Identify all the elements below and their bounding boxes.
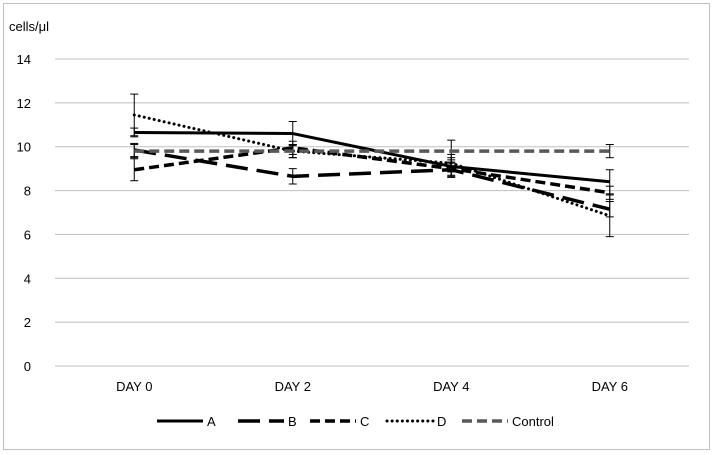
legend-label: A — [207, 414, 216, 429]
legend-item-a: A — [157, 414, 216, 429]
legend-item-control: Control — [462, 414, 554, 429]
error-bars — [130, 93, 614, 238]
legend-item-c: C — [310, 414, 369, 429]
error-bar — [605, 144, 614, 159]
y-tick-label: 14 — [17, 52, 31, 67]
series-line-a — [134, 130, 610, 184]
legend-item-b: B — [238, 414, 297, 429]
series-line-d — [132, 113, 612, 218]
legend: A B C D Control — [157, 414, 554, 429]
x-tick-label: DAY 0 — [116, 379, 152, 394]
chart-frame — [3, 3, 710, 450]
legend-label: B — [288, 414, 297, 429]
x-tick-label: DAY 2 — [275, 379, 311, 394]
error-bar — [605, 194, 614, 238]
series-lines — [132, 113, 612, 218]
y-tick-label: 12 — [17, 96, 31, 111]
y-tick-label: 0 — [24, 359, 31, 374]
gridlines — [55, 58, 689, 367]
y-tick-label: 10 — [17, 140, 31, 155]
y-tick-label: 4 — [24, 271, 31, 286]
y-tick-label: 8 — [24, 184, 31, 199]
legend-label: C — [360, 414, 369, 429]
y-axis-label: cells/μl — [9, 19, 49, 34]
legend-label: D — [437, 414, 446, 429]
series-line-c — [134, 146, 611, 195]
y-axis-ticks: 0 2 4 6 8 10 12 14 — [17, 52, 31, 374]
series-line-b — [133, 148, 611, 211]
y-tick-label: 6 — [24, 227, 31, 242]
x-axis-categories: DAY 0 DAY 2 DAY 4 DAY 6 — [116, 379, 628, 394]
x-tick-label: DAY 6 — [592, 379, 628, 394]
y-tick-label: 2 — [24, 315, 31, 330]
x-tick-label: DAY 4 — [433, 379, 469, 394]
legend-label: Control — [512, 414, 554, 429]
legend-item-d: D — [385, 414, 446, 429]
